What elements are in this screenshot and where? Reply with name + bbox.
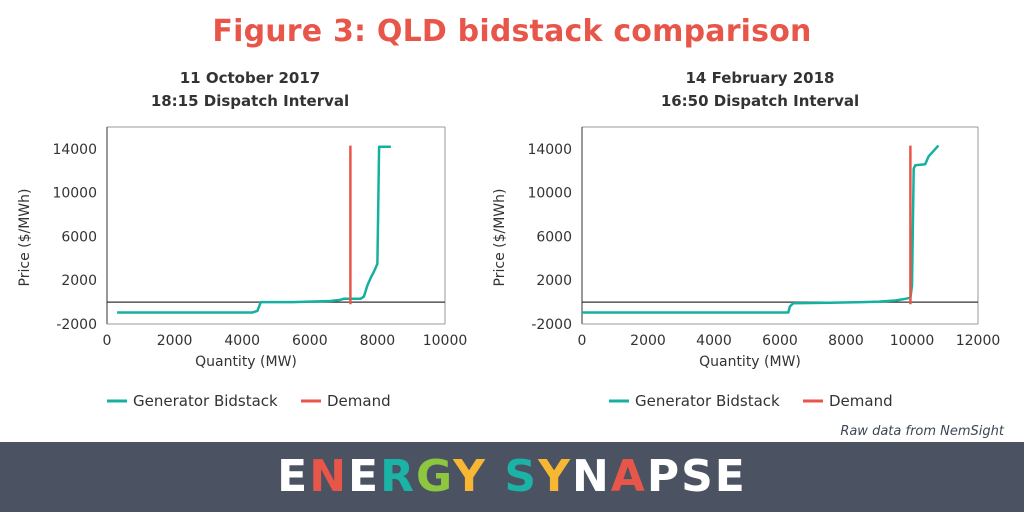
logo-letter: E xyxy=(348,451,381,502)
logo-letter: E xyxy=(714,451,747,502)
x-tick-label: 6000 xyxy=(292,333,328,349)
logo-letter: S xyxy=(504,451,539,502)
logo-letter: E xyxy=(277,451,310,502)
x-tick-label: 2000 xyxy=(157,333,193,349)
x-tick-label: 6000 xyxy=(762,333,798,349)
figure-title: Figure 3: QLD bidstack comparison xyxy=(212,14,812,49)
chart-subtitle: 18:15 Dispatch Interval xyxy=(151,92,349,110)
y-tick-label: 10000 xyxy=(527,186,572,202)
logo-letter: A xyxy=(610,451,647,502)
logo-letter: R xyxy=(380,451,416,502)
logo-letter: Y xyxy=(453,451,488,502)
x-tick-label: 8000 xyxy=(828,333,864,349)
legend-label-bidstack: Generator Bidstack xyxy=(635,392,780,410)
logo-letter: Y xyxy=(538,451,572,502)
y-tick-label: 2000 xyxy=(61,273,97,289)
x-tick-label: 0 xyxy=(103,333,112,349)
logo-letter: P xyxy=(646,451,682,502)
x-axis-label: Quantity (MW) xyxy=(699,354,801,370)
source-note: Raw data from NemSight xyxy=(840,424,1004,439)
chart-panel: 11 October 2017 18:15 Dispatch Interval 0 2… xyxy=(17,69,1001,410)
logo-letter: N xyxy=(309,451,349,502)
x-tick-label: 10000 xyxy=(423,333,468,349)
x-tick-label: 0 xyxy=(578,333,587,349)
x-tick-label: 4000 xyxy=(224,333,260,349)
chart-title: 11 October 2017 xyxy=(180,69,321,87)
logo-letter xyxy=(487,451,504,502)
y-tick-label: 14000 xyxy=(52,142,97,158)
energy-synapse-logo: ENERGY SYNAPSE xyxy=(0,442,1024,512)
legend-label-demand: Demand xyxy=(829,392,893,410)
logo-letter: S xyxy=(681,451,715,502)
legend-label-demand: Demand xyxy=(327,392,391,410)
y-axis-label: Price ($/MWh) xyxy=(17,189,33,287)
charts-svg: 11 October 2017 18:15 Dispatch Interval 0 2… xyxy=(17,69,1001,410)
bidstack-line xyxy=(117,145,391,314)
y-tick-label: -2000 xyxy=(56,317,97,333)
x-tick-label: 12000 xyxy=(956,333,1001,349)
footer-banner: ENERGY SYNAPSE xyxy=(0,442,1024,512)
y-tick-label: -2000 xyxy=(531,317,572,333)
logo-letter: N xyxy=(571,451,611,502)
y-tick-label: 2000 xyxy=(536,273,572,289)
x-tick-label: 10000 xyxy=(890,333,935,349)
y-axis-label: Price ($/MWh) xyxy=(492,189,508,287)
logo-letter: G xyxy=(416,451,454,502)
chart-subtitle: 16:50 Dispatch Interval xyxy=(661,92,859,110)
x-tick-label: 4000 xyxy=(696,333,732,349)
legend-label-bidstack: Generator Bidstack xyxy=(133,392,278,410)
bidstack-line xyxy=(582,144,940,314)
x-axis-label: Quantity (MW) xyxy=(195,354,297,370)
chart-title: 14 February 2018 xyxy=(686,69,835,87)
y-tick-label: 6000 xyxy=(61,229,97,245)
y-tick-label: 6000 xyxy=(536,229,572,245)
y-tick-label: 10000 xyxy=(52,186,97,202)
y-tick-label: 14000 xyxy=(527,142,572,158)
x-tick-label: 2000 xyxy=(630,333,666,349)
x-tick-label: 8000 xyxy=(360,333,396,349)
